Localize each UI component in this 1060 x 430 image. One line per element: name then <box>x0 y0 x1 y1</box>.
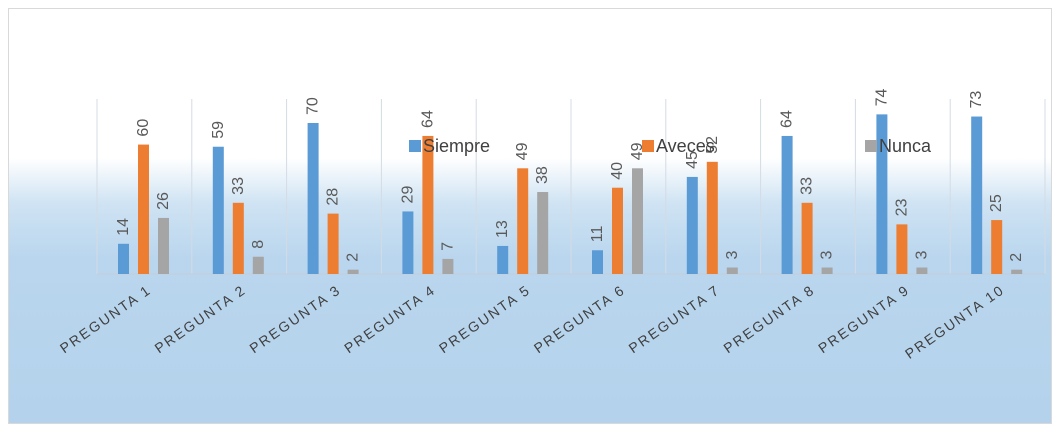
bar-siempre-6 <box>592 250 603 274</box>
data-label: 60 <box>135 119 152 137</box>
data-label: 2 <box>345 253 362 262</box>
data-label: 64 <box>419 110 436 128</box>
bar-nunca-5 <box>537 192 548 274</box>
x-tick-label: PREGUNTA 4 <box>341 281 438 356</box>
bar-aveces-4 <box>422 136 433 274</box>
x-tick-label: PREGUNTA 10 <box>902 281 1007 361</box>
data-label: 28 <box>325 188 342 206</box>
data-label: 2 <box>1008 253 1025 262</box>
x-tick-label: PREGUNTA 8 <box>720 281 817 356</box>
data-label: 11 <box>589 226 606 243</box>
data-label: 3 <box>913 251 930 260</box>
data-label: 25 <box>988 194 1005 212</box>
bar-aveces-10 <box>991 220 1002 274</box>
data-label: 33 <box>799 177 816 195</box>
data-label: 3 <box>724 251 741 260</box>
bar-siempre-10 <box>971 117 982 274</box>
bar-nunca-10 <box>1011 270 1022 274</box>
bar-siempre-4 <box>402 211 413 274</box>
x-tick-label: PREGUNTA 3 <box>246 281 343 356</box>
bar-nunca-9 <box>916 268 927 274</box>
bar-aveces-1 <box>138 145 149 274</box>
bar-aveces-3 <box>328 214 339 274</box>
data-label: 40 <box>609 162 626 180</box>
data-label: 33 <box>230 177 247 195</box>
bar-siempre-1 <box>118 244 129 274</box>
data-label: 38 <box>534 166 551 184</box>
data-label: 73 <box>968 91 985 109</box>
data-label: 3 <box>819 251 836 260</box>
data-label: 14 <box>115 218 132 236</box>
legend-label-nunca: Nunca <box>879 136 932 156</box>
bar-nunca-7 <box>727 268 738 274</box>
bar-siempre-7 <box>687 177 698 274</box>
bar-nunca-8 <box>822 268 833 274</box>
bar-aveces-5 <box>517 168 528 274</box>
legend-marker-aveces <box>642 140 654 152</box>
legend-label-siempre: Siempre <box>423 136 490 156</box>
data-label: 64 <box>779 110 796 128</box>
data-label: 7 <box>439 242 456 251</box>
bar-nunca-4 <box>442 259 453 274</box>
legend-label-aveces: Aveces <box>656 136 715 156</box>
data-label: 26 <box>155 192 172 210</box>
x-tick-label: PREGUNTA 1 <box>57 281 154 356</box>
data-label: 29 <box>399 186 416 204</box>
data-label: 13 <box>494 220 511 238</box>
data-label: 23 <box>893 198 910 216</box>
bar-siempre-5 <box>497 246 508 274</box>
bar-siempre-3 <box>308 123 319 274</box>
data-label: 70 <box>305 97 322 115</box>
bar-aveces-7 <box>707 162 718 274</box>
data-label: 49 <box>514 142 531 160</box>
legend-marker-siempre <box>409 140 421 152</box>
legend-marker-nunca <box>865 140 877 152</box>
bar-siempre-8 <box>782 136 793 274</box>
x-tick-label: PREGUNTA 5 <box>436 281 533 356</box>
bar-aveces-2 <box>233 203 244 274</box>
bar-aveces-6 <box>612 188 623 274</box>
bar-siempre-2 <box>213 147 224 274</box>
data-label: 8 <box>250 240 267 249</box>
x-tick-label: PREGUNTA 9 <box>815 281 912 356</box>
chart-area: 14 59 70 29 13 11 45 64 74 73 60 33 28 64 49 40 52 33 23 25… <box>8 8 1052 424</box>
data-label: 59 <box>210 121 227 139</box>
data-label: 74 <box>873 88 890 106</box>
x-tick-label: PREGUNTA 2 <box>152 281 249 356</box>
bar-aveces-9 <box>896 224 907 274</box>
bar-nunca-3 <box>348 270 359 274</box>
x-tick-label: PREGUNTA 7 <box>626 281 723 356</box>
bar-nunca-1 <box>158 218 169 274</box>
bar-nunca-6 <box>632 168 643 274</box>
x-tick-label: PREGUNTA 6 <box>531 281 628 356</box>
bar-nunca-2 <box>253 257 264 274</box>
bar-aveces-8 <box>802 203 813 274</box>
